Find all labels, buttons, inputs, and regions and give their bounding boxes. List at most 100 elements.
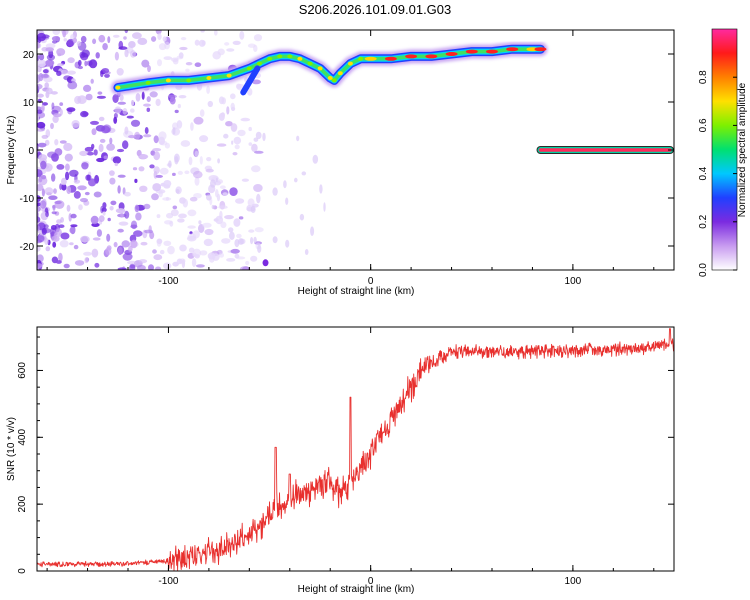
noise-blob [50,225,57,230]
noise-blob [248,229,255,233]
noise-blob [109,170,115,176]
noise-blob [107,36,111,44]
noise-blob [85,93,93,101]
noise-blob [201,40,206,46]
noise-blob [51,102,55,110]
noise-blob [50,122,54,130]
noise-blob [59,183,63,190]
noise-blob [194,39,200,46]
noise-blob [37,54,40,62]
noise-blob [138,166,145,172]
noise-blob [37,245,41,252]
noise-blob [66,38,75,47]
noise-blob [117,185,121,194]
noise-blob [220,185,226,189]
x-tick-label: -100 [158,576,178,587]
noise-blob [53,113,62,118]
noise-blob [153,254,163,261]
noise-blob [52,115,59,124]
noise-blob [50,91,58,95]
noise-blob [37,195,41,202]
noise-blob [162,36,167,42]
noise-blob [220,221,227,229]
noise-blob [100,125,111,134]
noise-blob [80,235,90,243]
noise-blob [250,237,254,245]
noise-blob [229,231,235,240]
noise-blob [113,34,120,38]
noise-blob [41,175,47,180]
ridge-branch [240,65,261,96]
noise-blob [37,42,40,49]
noise-blob [130,50,136,58]
noise-blob [230,123,238,132]
noise-blob [101,68,110,74]
noise-blob [45,246,51,252]
noise-blob [174,153,180,163]
noise-blob [107,217,111,222]
noise-blob [283,180,287,189]
y-tick-label: 400 [17,429,28,446]
noise-blob [90,78,94,84]
noise-blob [236,233,242,239]
noise-blob [48,195,58,200]
noise-blob [202,222,212,228]
ridge-hotspot [267,56,273,61]
noise-blob [124,191,131,197]
noise-blob [151,193,159,201]
noise-blob [128,245,133,252]
noise-blob [219,252,224,258]
spectrogram-xlabel: Height of straight line (km) [298,286,415,297]
noise-blob [109,177,116,185]
noise-blob [70,213,77,219]
noise-blob [162,197,172,201]
noise-blob [143,103,151,107]
noise-blob [112,94,119,103]
noise-blob [179,46,188,51]
noise-blob [57,63,65,67]
noise-blob [225,121,233,127]
x-tick-label: 100 [565,276,582,287]
noise-blob [199,109,205,117]
noise-blob [37,142,47,148]
colorbar-ticks: 0.0 0.2 0.4 0.6 0.8 [698,70,737,277]
noise-blob [73,179,81,184]
noise-blob [262,259,269,267]
noise-blob [37,93,44,98]
noise-blob [94,262,100,268]
noise-blob [234,253,240,259]
noise-blob [62,30,67,38]
noise-blob [84,146,94,152]
noise-blob [217,48,225,56]
figure-title: S206.2026.101.09.01.G03 [299,2,452,17]
noise-blob [73,191,81,199]
noise-blob [181,259,186,269]
noise-blob [217,158,221,164]
noise-blob [51,173,56,182]
noise-blob [205,168,214,173]
noise-blob [90,215,99,225]
noise-blob [194,254,200,259]
noise-blob [77,95,87,104]
noise-blob [134,178,138,183]
noise-blob [177,218,185,223]
noise-blob [112,156,122,164]
noise-blob [233,218,241,227]
noise-blob [147,65,151,73]
noise-blob [256,193,261,204]
noise-blob [167,245,175,255]
noise-blob [179,244,187,252]
noise-blob [88,59,98,69]
noise-blob [185,68,190,72]
noise-blob [84,191,90,196]
noise-blob [106,143,115,151]
ridge-hotspot [297,56,303,61]
noise-blob [41,134,49,139]
noise-blob [55,228,62,237]
noise-blob [221,97,226,105]
spectrogram-ridge [110,42,548,96]
noise-blob [178,213,187,219]
noise-blob [234,239,240,248]
noise-blob [37,32,46,42]
